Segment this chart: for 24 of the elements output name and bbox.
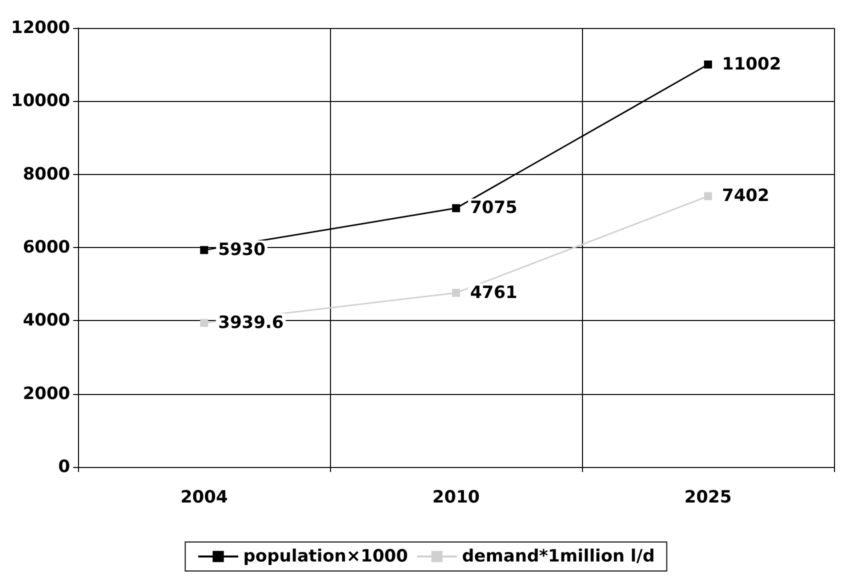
y-tick-label: 10000 (10, 91, 70, 112)
data-label: 4761 (470, 282, 518, 303)
legend-label: demand*1million l/d (462, 546, 655, 566)
data-label: 3939.6 (218, 312, 284, 333)
y-tick-label: 6000 (22, 238, 70, 258)
y-tick-label: 8000 (22, 164, 70, 184)
data-label: 11002 (722, 54, 782, 75)
point (452, 204, 460, 212)
data-label: 7075 (470, 198, 518, 218)
point (200, 246, 208, 254)
data-label: 5930 (218, 240, 266, 260)
x-tick-label: 2010 (432, 488, 480, 508)
x-tick-label: 2004 (180, 488, 228, 508)
legend-label: population×1000 (243, 546, 408, 566)
point (704, 60, 712, 69)
point (452, 288, 460, 297)
y-tick-label: 0 (58, 457, 70, 477)
point (200, 318, 208, 327)
y-tick-label: 2000 (22, 384, 70, 404)
x-tick-label: 2025 (684, 488, 732, 508)
y-tick-label: 12000 (10, 18, 70, 38)
y-tick-label: 4000 (22, 310, 70, 331)
point (704, 192, 712, 200)
data-label: 7402 (722, 186, 770, 206)
